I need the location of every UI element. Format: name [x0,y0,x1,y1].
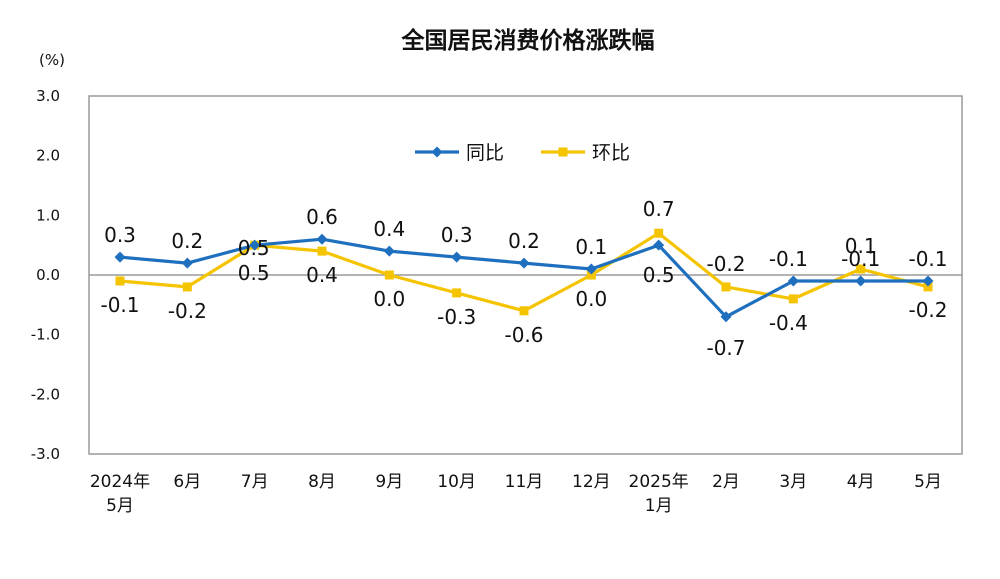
legend-label-0: 同比 [466,142,504,164]
data-label-series-0: -0.1 [908,247,947,271]
data-point-square [182,282,192,292]
x-tick-label: 12月 [572,472,611,492]
x-tick-label: 5月 [914,472,942,492]
data-point-square [317,246,327,256]
y-tick-label: 0.0 [36,266,60,284]
chart-title: 全国居民消费价格涨跌幅 [401,27,655,54]
data-point-square [519,306,529,316]
data-point-diamond [316,233,328,245]
data-label-series-1: 0.1 [845,234,877,258]
y-tick-label: 1.0 [36,206,60,224]
x-tick-label: 9月 [375,472,403,492]
data-label-series-0: 0.6 [306,205,338,229]
data-label-series-0: 0.5 [238,236,270,260]
data-point-diamond [249,239,261,251]
data-point-diamond [653,239,665,251]
y-axis-unit: (%) [39,51,65,69]
y-tick-label: 2.0 [36,147,60,165]
data-label-series-0: 0.2 [171,229,203,253]
data-point-square [115,276,125,286]
x-tick-label: 7月 [241,472,269,492]
x-tick-label: 3月 [779,472,807,492]
data-label-series-1: -0.2 [706,252,745,276]
x-tick-label: 10月 [437,472,476,492]
data-label-series-0: 0.2 [508,229,540,253]
data-label-series-1: -0.4 [769,311,808,335]
data-point-square [384,270,394,280]
data-label-series-0: -0.1 [769,247,808,271]
data-point-diamond [383,245,395,257]
data-point-square [654,228,664,238]
data-point-square [452,288,462,298]
data-label-series-0: 0.1 [575,235,607,259]
x-tick-label: 4月 [847,472,875,492]
legend: 同比 环比 [415,142,630,164]
x-tick-label: 8月 [308,472,336,492]
legend-label-1: 环比 [592,142,630,164]
data-label-series-0: 0.4 [373,217,405,241]
legend-marker-square [558,147,568,157]
data-point-square [788,294,798,304]
data-label-series-1: -0.3 [437,305,476,329]
data-label-series-1: -0.1 [100,293,139,317]
x-tick-label: 6月 [173,472,201,492]
series-group [114,228,934,323]
data-label-series-1: -0.2 [908,298,947,322]
y-tick-label: -3.0 [31,445,60,463]
data-point-diamond [451,251,463,263]
data-label-series-1: 0.5 [238,261,270,285]
data-point-diamond [181,257,193,269]
data-point-diamond [518,257,530,269]
data-label-series-1: 0.0 [373,287,405,311]
data-label-series-0: -0.1 [841,247,880,271]
x-tick-label: 1月 [645,496,673,516]
data-point-diamond [922,275,934,287]
x-tick-label: 2025年 [629,472,689,492]
data-label-series-1: 0.0 [575,287,607,311]
x-tick-label: 11月 [505,472,544,492]
x-tick-label: 5月 [106,496,134,516]
y-tick-label: -2.0 [31,385,60,403]
data-label-series-1: 0.4 [306,263,338,287]
y-tick-label: -1.0 [31,326,60,344]
y-axis: 3.0 2.0 1.0 0.0 -1.0 -2.0 -3.0 [31,87,60,463]
data-point-diamond [585,263,597,275]
data-label-series-0: -0.7 [706,336,745,360]
data-labels: 0.3 0.2 0.50.6 0.4 0.3 0.2 0.10.5-0.7-0.1 -0.1-… [100,197,947,360]
data-label-series-1: -0.2 [168,299,207,323]
x-tick-label: 2月 [712,472,740,492]
data-label-series-0: 0.3 [104,223,136,247]
data-point-square [923,282,933,292]
data-label-series-0: 0.3 [441,223,473,247]
x-axis: 2024年 5月 6月 7月 8月 9月 10月 11月 12月 2025年 1月 2月 3月 4月 5月 [90,472,942,516]
x-tick-label: 2024年 [90,472,150,492]
data-point-diamond [114,251,126,263]
y-tick-label: 3.0 [36,87,60,105]
data-label-series-1: 0.7 [643,197,675,221]
data-label-series-0: 0.5 [643,263,675,287]
data-point-diamond [787,275,799,287]
data-point-square [721,282,731,292]
data-point-diamond [855,275,867,287]
legend-marker-diamond [431,146,443,158]
data-label-series-1: -0.6 [504,323,543,347]
data-point-square [586,270,596,280]
data-point-diamond [720,311,732,323]
data-point-square [856,264,866,274]
